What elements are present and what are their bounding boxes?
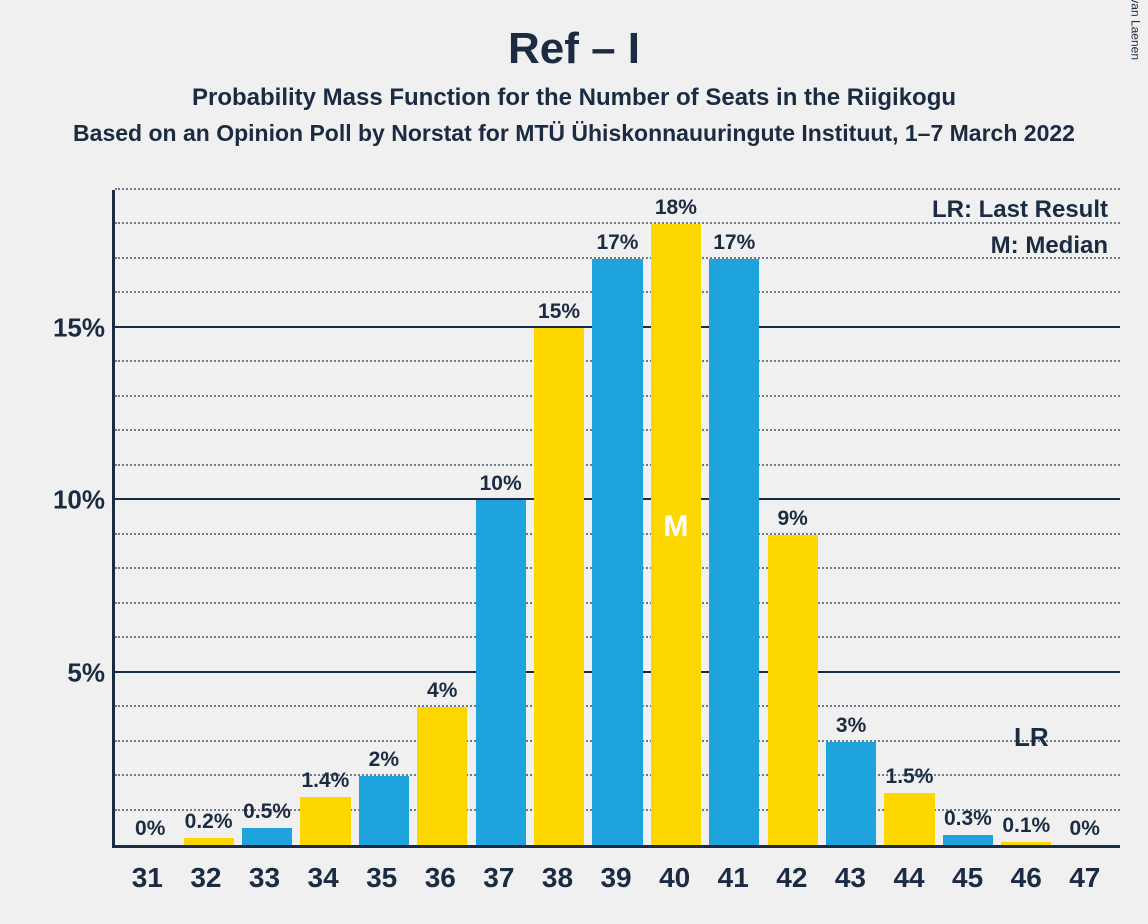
x-tick-label: 32 <box>177 848 236 904</box>
y-tick-label: 15% <box>53 312 115 343</box>
bar-value-label: 0.1% <box>1002 814 1050 838</box>
bar-slot: 0.5% <box>238 190 296 845</box>
plot-area: 5%10%15% LR: Last Result M: Median 0%0.2… <box>112 190 1120 848</box>
x-axis: 3132333435363738394041424344454647 <box>112 848 1120 904</box>
bar-value-label: 10% <box>480 472 522 496</box>
bar: 18%M <box>651 224 701 845</box>
bar: 15% <box>534 328 584 845</box>
median-marker: M <box>663 510 688 544</box>
y-tick-label: 5% <box>67 657 115 688</box>
bar-value-label: 18% <box>655 196 697 220</box>
bar: 9% <box>768 535 818 845</box>
chart-titles: Ref – I Probability Mass Function for th… <box>0 0 1148 147</box>
bar-value-label: 3% <box>836 714 866 738</box>
bar-value-label: 9% <box>777 507 807 531</box>
bar: 0.5% <box>242 828 292 845</box>
x-tick-label: 40 <box>645 848 704 904</box>
bar-slot: 0.3% <box>939 190 997 845</box>
x-tick-label: 35 <box>352 848 411 904</box>
bar-slot: 10% <box>471 190 529 845</box>
bar: 0.3% <box>943 835 993 845</box>
bar: 1.5% <box>884 793 934 845</box>
lr-marker: LR <box>1014 722 1049 753</box>
x-tick-label: 39 <box>587 848 646 904</box>
bar-slot: 9% <box>763 190 821 845</box>
x-tick-label: 47 <box>1056 848 1115 904</box>
bar-slot: 18% M <box>647 190 705 845</box>
bar-slot: 3% <box>822 190 880 845</box>
bar: 0.1% <box>1001 842 1051 845</box>
x-tick-label: 33 <box>235 848 294 904</box>
x-tick-label: 36 <box>411 848 470 904</box>
x-tick-label: 31 <box>118 848 177 904</box>
x-tick-label: 46 <box>997 848 1056 904</box>
x-tick-label: 37 <box>470 848 529 904</box>
bar-value-label: 17% <box>596 231 638 255</box>
bar-value-label: 0.2% <box>185 810 233 834</box>
bar-value-label: 0% <box>1070 817 1100 841</box>
bar-slot: 1.5% <box>880 190 938 845</box>
x-tick-label: 42 <box>763 848 822 904</box>
bar: 10% <box>476 500 526 845</box>
bar: 2% <box>359 776 409 845</box>
bar-slot: 0.2% <box>179 190 237 845</box>
bar-value-label: 2% <box>369 748 399 772</box>
bar-value-label: 0.5% <box>243 800 291 824</box>
bar-value-label: 1.5% <box>886 765 934 789</box>
x-tick-label: 45 <box>938 848 997 904</box>
bar-value-label: 4% <box>427 679 457 703</box>
bar-slot: 4% <box>413 190 471 845</box>
bar: 3% <box>826 742 876 845</box>
chart-subtitle-2: Based on an Opinion Poll by Norstat for … <box>0 120 1148 147</box>
chart-title: Ref – I <box>0 24 1148 74</box>
bar-slot: 17% <box>705 190 763 845</box>
bar-value-label: 1.4% <box>301 769 349 793</box>
copyright-text: © 2022 Filip van Laenen <box>1128 0 1142 60</box>
y-tick-label: 10% <box>53 485 115 516</box>
bar-value-label: 0.3% <box>944 807 992 831</box>
bar-slot: 17% <box>588 190 646 845</box>
bar-value-label: 15% <box>538 300 580 324</box>
bar-slot: 0% <box>1056 190 1114 845</box>
bar: 4% <box>417 707 467 845</box>
bar: 17% <box>592 259 642 845</box>
bar-slot: 0% <box>121 190 179 845</box>
bar-value-label: 17% <box>713 231 755 255</box>
bar-value-label: 0% <box>135 817 165 841</box>
x-tick-label: 38 <box>528 848 587 904</box>
bar-slot: 2% <box>355 190 413 845</box>
chart-subtitle-1: Probability Mass Function for the Number… <box>0 84 1148 112</box>
chart-container: 5%10%15% LR: Last Result M: Median 0%0.2… <box>20 190 1128 904</box>
x-tick-label: 34 <box>294 848 353 904</box>
bar-slot: 1.4% <box>296 190 354 845</box>
bar: 0.2% <box>184 838 234 845</box>
bars-container: 0%0.2%0.5%1.4%2%4%10%15%17%18%M17%9%3%1.… <box>115 190 1120 845</box>
bar: 17% <box>709 259 759 845</box>
pmf-bar-chart: 5%10%15% LR: Last Result M: Median 0%0.2… <box>20 190 1128 904</box>
x-tick-label: 44 <box>880 848 939 904</box>
bar-slot: 15% <box>530 190 588 845</box>
bar: 1.4% <box>300 797 350 845</box>
x-tick-label: 43 <box>821 848 880 904</box>
x-tick-label: 41 <box>704 848 763 904</box>
